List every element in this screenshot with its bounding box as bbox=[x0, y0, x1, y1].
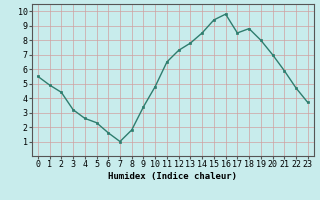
X-axis label: Humidex (Indice chaleur): Humidex (Indice chaleur) bbox=[108, 172, 237, 181]
